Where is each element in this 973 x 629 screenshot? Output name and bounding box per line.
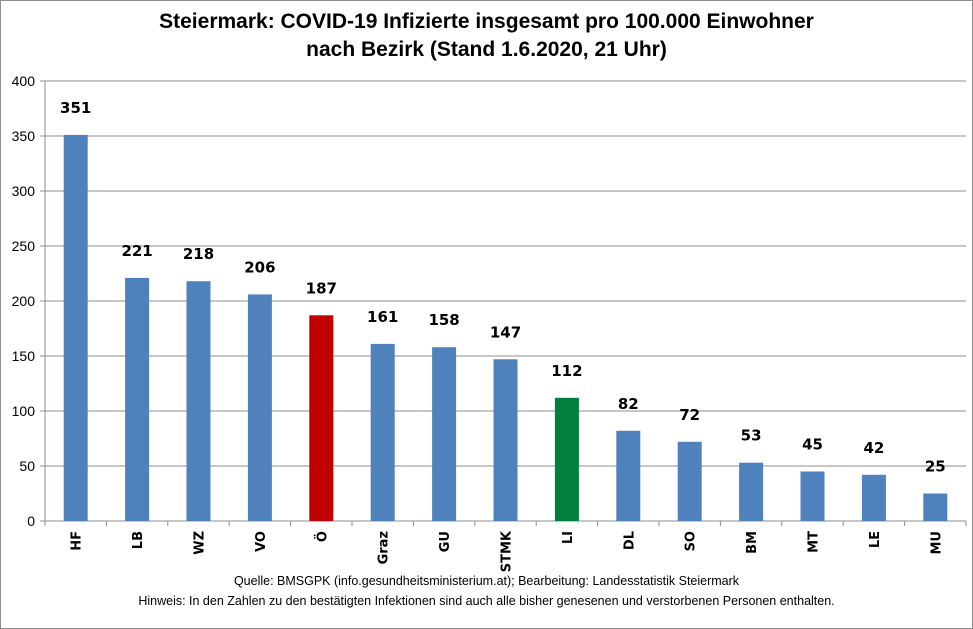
bar-wz	[186, 281, 211, 521]
data-label: 72	[679, 406, 700, 424]
data-label: 206	[244, 258, 275, 276]
y-tick-label: 0	[27, 513, 35, 529]
data-label: 187	[306, 279, 337, 297]
category-label: LB	[131, 531, 146, 549]
chart-title-line-2: nach Bezirk (Stand 1.6.2020, 21 Uhr)	[306, 38, 667, 61]
bar-dl	[616, 430, 641, 521]
bar-hf	[63, 134, 88, 521]
category-label: WZ	[193, 531, 208, 555]
data-label: 25	[925, 458, 946, 476]
category-label: LI	[561, 531, 576, 544]
bar-li	[554, 397, 579, 521]
category-label: GU	[438, 531, 453, 552]
category-label: BM	[745, 531, 760, 554]
bar-mu	[923, 493, 948, 521]
hint-note: Hinweis: In den Zahlen zu den bestätigte…	[138, 594, 835, 608]
bar-le	[861, 474, 886, 521]
category-label: STMK	[500, 530, 515, 572]
data-label: 158	[428, 311, 459, 329]
category-label: LE	[868, 531, 883, 548]
data-label: 351	[60, 99, 91, 117]
y-tick-label: 200	[12, 293, 36, 309]
data-label: 112	[551, 362, 582, 380]
data-label: 45	[802, 436, 823, 454]
y-tick-label: 100	[12, 403, 36, 419]
category-label: Ö	[314, 531, 330, 542]
data-labels: 351 221 218 206 187 161 158 147 112 82 72 53 45 42 25	[60, 99, 946, 476]
category-label: VO	[254, 531, 269, 552]
bar-lb	[125, 277, 150, 521]
y-tick-label: 300	[12, 183, 36, 199]
category-label: MT	[807, 531, 822, 553]
data-label: 147	[490, 323, 521, 341]
data-label: 42	[863, 439, 884, 457]
y-tick-label: 150	[12, 348, 36, 364]
bar-stmk	[493, 359, 518, 521]
category-label: Graz	[377, 531, 392, 564]
bar-graz	[370, 343, 395, 521]
bars	[63, 134, 948, 521]
category-label: HF	[70, 531, 85, 551]
data-label: 53	[741, 427, 762, 445]
y-tick-label: 50	[19, 458, 35, 474]
category-labels: HF LB WZ VO Ö Graz GU STMK LI DL SO BM MT LE MU	[70, 530, 945, 572]
data-label: 221	[121, 242, 152, 260]
bar-bm	[739, 462, 764, 521]
y-tick-label: 400	[12, 73, 36, 89]
chart-title: Steiermark: COVID-19 Infizierte insgesam…	[0, 8, 973, 64]
bar-vo	[247, 294, 272, 521]
bar-gu	[432, 347, 457, 521]
data-label: 82	[618, 395, 639, 413]
category-label: DL	[622, 531, 637, 550]
data-label: 218	[183, 245, 214, 263]
data-label: 161	[367, 308, 398, 326]
source-note: Quelle: BMSGPK (info.gesundheitsminister…	[233, 574, 740, 588]
bar-mt	[800, 471, 825, 521]
bar-so	[677, 441, 702, 521]
category-label: MU	[929, 531, 944, 555]
y-tick-label: 250	[12, 238, 36, 254]
chart-title-line-1: Steiermark: COVID-19 Infizierte insgesam…	[159, 10, 814, 33]
bar-ö	[309, 315, 334, 521]
category-label: SO	[684, 531, 699, 551]
y-tick-label: 350	[12, 128, 36, 144]
